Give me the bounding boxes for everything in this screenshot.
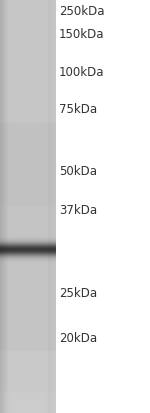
Text: 100kDa: 100kDa	[59, 66, 105, 79]
Text: 250kDa: 250kDa	[59, 5, 105, 18]
Text: 75kDa: 75kDa	[59, 103, 97, 116]
Text: 50kDa: 50kDa	[59, 165, 97, 178]
Text: 20kDa: 20kDa	[59, 332, 97, 345]
Text: 25kDa: 25kDa	[59, 287, 97, 300]
Text: 150kDa: 150kDa	[59, 28, 105, 41]
Text: 37kDa: 37kDa	[59, 204, 97, 217]
